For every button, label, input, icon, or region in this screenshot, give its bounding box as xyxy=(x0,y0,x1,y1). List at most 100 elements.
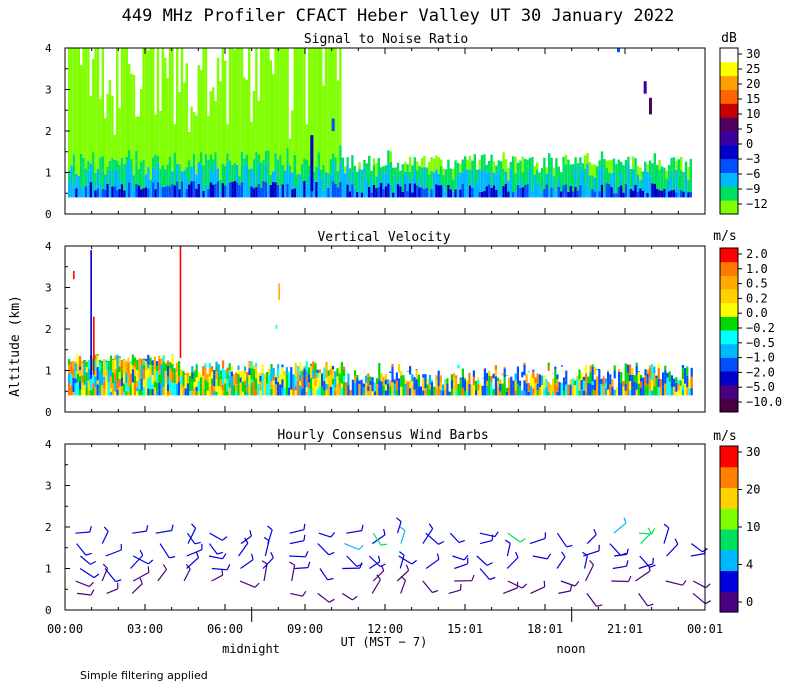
snr-cell xyxy=(324,48,328,161)
wind-barb xyxy=(131,583,143,594)
velocity-cell xyxy=(607,369,610,372)
velocity-cell xyxy=(512,380,515,387)
snr-cell xyxy=(322,165,325,175)
velocity-cell xyxy=(72,369,75,378)
velocity-cell xyxy=(96,380,99,385)
wind-barb xyxy=(290,592,303,597)
snr-cell xyxy=(183,82,186,160)
velocity-cell xyxy=(378,363,381,372)
snr-cell xyxy=(368,155,371,172)
velocity-cell xyxy=(305,380,308,388)
snr-cell xyxy=(137,116,140,154)
velocity-cell xyxy=(651,380,654,391)
velocity-cell xyxy=(613,365,616,371)
velocity-cell xyxy=(93,316,95,375)
velocity-cell xyxy=(670,387,673,396)
velocity-cell xyxy=(142,387,145,396)
snr-cell xyxy=(281,184,284,198)
velocity-cell xyxy=(378,371,381,380)
velocity-cell xyxy=(508,378,511,387)
velocity-cell xyxy=(406,381,409,386)
velocity-cell xyxy=(620,372,623,384)
velocity-cell xyxy=(646,383,649,396)
velocity-cell xyxy=(596,369,599,371)
snr-plot-area xyxy=(68,48,692,198)
velocity-cell xyxy=(200,377,203,384)
velocity-cell xyxy=(307,367,310,375)
velocity-cell xyxy=(169,390,172,396)
wind-barb xyxy=(208,543,218,555)
velocity-cell xyxy=(193,382,196,388)
velocity-cell xyxy=(609,374,612,385)
snr-cell xyxy=(84,168,88,187)
wind-barb-flag xyxy=(270,552,274,559)
snr-cell xyxy=(605,160,608,169)
snr-cell xyxy=(615,163,618,180)
velocity-cell xyxy=(483,384,486,396)
velocity-cell xyxy=(681,385,684,390)
velocity-cell xyxy=(477,390,480,396)
snr-cell xyxy=(190,166,193,182)
velocity-cell xyxy=(290,372,293,385)
velocity-cell xyxy=(162,365,165,374)
wind-barb xyxy=(238,542,249,557)
snr-cell xyxy=(216,181,220,198)
snr-cell xyxy=(315,182,318,198)
snr-cell xyxy=(677,159,680,176)
snr-cell xyxy=(502,186,505,198)
velocity-cell xyxy=(373,382,376,392)
velocity-cell xyxy=(211,385,214,396)
snr-cell xyxy=(272,74,275,163)
snr-cell xyxy=(372,158,376,165)
snr-cell xyxy=(178,180,181,190)
velocity-cell xyxy=(521,390,524,396)
velocity-cell xyxy=(470,374,473,385)
snr-cell xyxy=(540,190,544,198)
velocity-cell xyxy=(191,372,194,379)
velocity-cell xyxy=(560,365,563,367)
velocity-cell xyxy=(281,364,284,368)
velocity-cell xyxy=(74,378,77,384)
snr-cell xyxy=(106,183,109,198)
snr-cell xyxy=(140,189,143,198)
velocity-cell xyxy=(382,385,385,396)
velocity-cell xyxy=(607,371,610,383)
velocity-cell xyxy=(321,372,324,374)
wind-barb-flag xyxy=(627,575,632,582)
velocity-cell xyxy=(270,381,273,389)
velocity-cell xyxy=(686,375,689,388)
snr-cell xyxy=(75,188,78,198)
snr-cell xyxy=(72,48,76,155)
snr-cell xyxy=(459,189,462,198)
velocity-cell xyxy=(114,373,117,381)
snr-cell xyxy=(536,162,539,170)
velocity-cell xyxy=(453,377,456,389)
velocity-cell xyxy=(142,379,145,387)
velocity-cell xyxy=(433,376,436,387)
velocity-cell xyxy=(76,363,79,374)
velocity-cell xyxy=(503,368,506,374)
velocity-cell xyxy=(299,374,302,382)
snr-cell xyxy=(550,157,553,170)
snr-cell xyxy=(399,177,402,187)
wind-barb xyxy=(639,555,651,568)
wind-barb xyxy=(372,532,382,546)
velocity-cell xyxy=(362,366,365,374)
velocity-cell xyxy=(336,376,339,384)
snr-cell xyxy=(260,188,263,198)
y-tick-label: 4 xyxy=(45,438,52,451)
velocity-cell xyxy=(178,361,181,365)
velocity-cell xyxy=(184,372,187,376)
snr-cell xyxy=(226,162,229,182)
velocity-cell xyxy=(373,374,376,383)
wind-barb-flag xyxy=(302,590,307,597)
wind-barb xyxy=(132,555,149,565)
snr-cell xyxy=(87,170,90,185)
velocity-cell xyxy=(98,360,101,364)
velocity-cell xyxy=(208,367,211,377)
snr-cell xyxy=(89,182,92,198)
velocity-cell xyxy=(114,384,117,392)
velocity-cell xyxy=(690,367,693,377)
velocity-cell xyxy=(543,388,546,396)
velocity-cell xyxy=(255,362,258,367)
